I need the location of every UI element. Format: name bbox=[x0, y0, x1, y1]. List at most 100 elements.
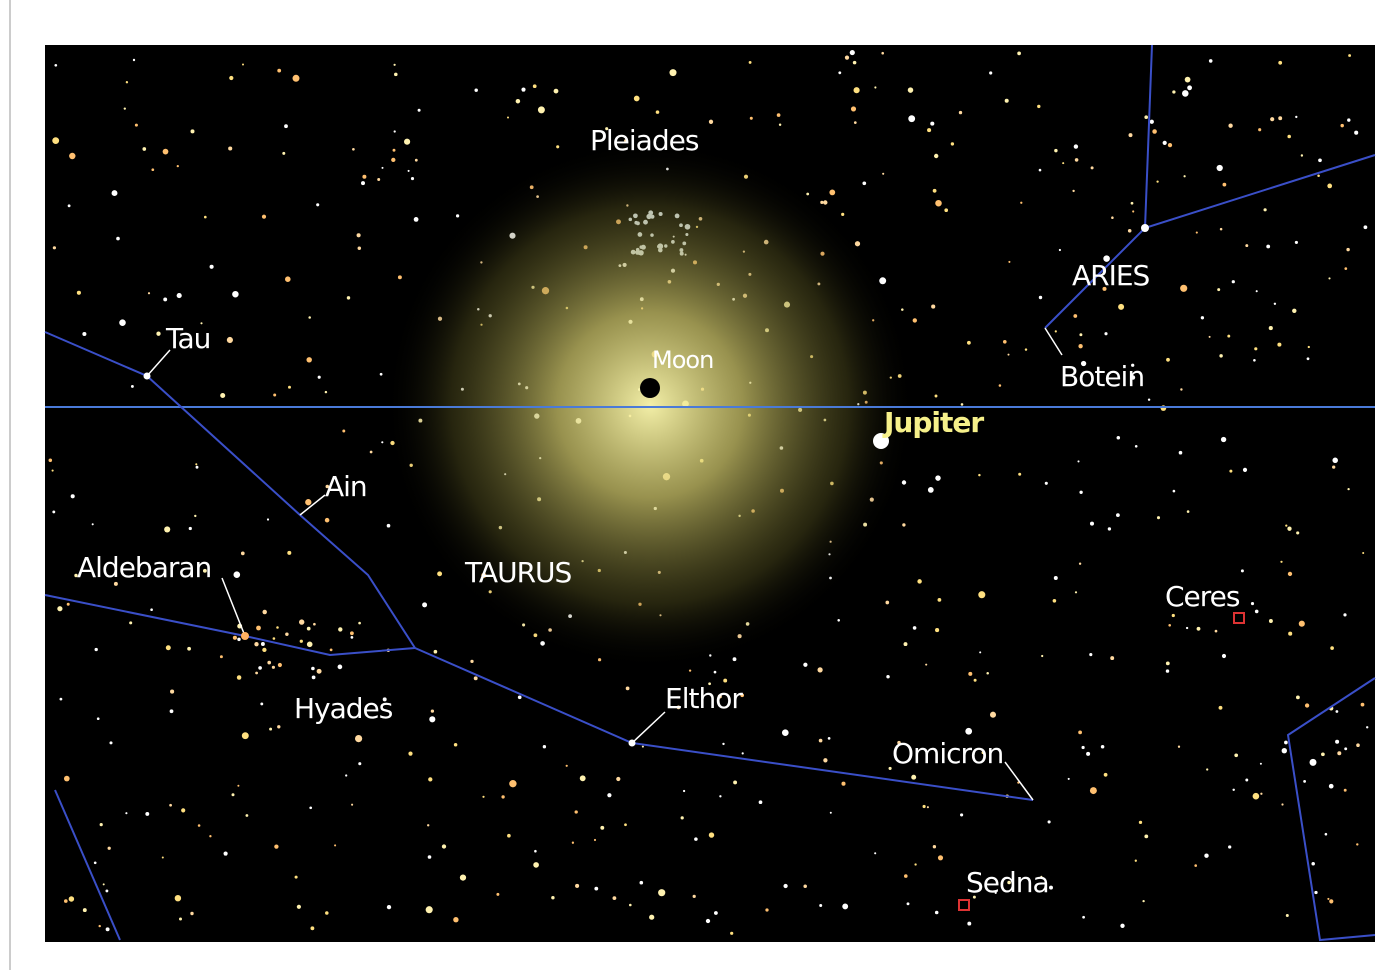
star bbox=[556, 145, 559, 148]
label: TAURUS bbox=[464, 556, 572, 589]
star bbox=[960, 813, 963, 816]
star bbox=[1307, 357, 1310, 360]
star bbox=[1219, 706, 1223, 710]
star bbox=[850, 50, 855, 55]
star bbox=[345, 774, 347, 776]
star bbox=[169, 804, 172, 807]
star bbox=[1281, 803, 1283, 805]
star bbox=[1253, 793, 1260, 800]
star bbox=[1185, 77, 1191, 83]
star bbox=[509, 780, 516, 787]
star bbox=[1254, 347, 1257, 350]
star bbox=[534, 850, 537, 853]
star bbox=[105, 889, 108, 892]
star bbox=[1335, 740, 1339, 744]
star bbox=[175, 895, 181, 901]
star bbox=[342, 430, 345, 433]
star bbox=[325, 518, 330, 523]
star bbox=[854, 87, 860, 93]
star bbox=[125, 812, 127, 814]
star bbox=[837, 619, 840, 622]
star bbox=[1168, 143, 1172, 147]
star bbox=[1150, 120, 1154, 124]
star bbox=[246, 814, 249, 817]
star bbox=[427, 824, 429, 826]
star bbox=[1049, 886, 1053, 890]
star bbox=[496, 893, 499, 896]
star bbox=[57, 606, 62, 611]
star bbox=[1141, 224, 1149, 232]
star bbox=[162, 856, 164, 858]
star bbox=[179, 918, 182, 921]
star bbox=[277, 69, 281, 73]
star bbox=[1269, 619, 1273, 623]
label: Ain bbox=[325, 470, 367, 503]
star bbox=[1340, 124, 1343, 127]
star bbox=[277, 725, 280, 728]
sky-map: Pleiades Moon ARIES Tau Botein Jupiter A… bbox=[0, 0, 1394, 970]
star bbox=[1311, 862, 1315, 866]
star bbox=[1186, 627, 1188, 629]
star bbox=[1201, 316, 1204, 319]
star bbox=[1308, 346, 1310, 348]
star bbox=[99, 925, 101, 927]
star bbox=[1156, 180, 1158, 182]
star bbox=[1241, 569, 1244, 572]
star bbox=[923, 805, 926, 808]
star bbox=[1180, 388, 1182, 390]
star bbox=[387, 524, 391, 528]
star bbox=[387, 905, 391, 909]
star bbox=[521, 88, 525, 92]
star bbox=[1258, 128, 1261, 131]
star bbox=[904, 874, 908, 878]
star bbox=[429, 716, 435, 722]
star bbox=[338, 627, 342, 631]
star bbox=[1366, 726, 1368, 728]
star bbox=[714, 671, 717, 674]
star bbox=[255, 672, 258, 675]
star bbox=[267, 661, 271, 665]
star bbox=[313, 623, 316, 626]
star bbox=[274, 844, 278, 848]
star bbox=[453, 917, 458, 922]
star bbox=[52, 510, 55, 513]
star bbox=[351, 636, 354, 639]
star bbox=[1318, 158, 1322, 162]
star bbox=[204, 216, 207, 219]
star bbox=[935, 200, 942, 207]
star bbox=[227, 337, 233, 343]
star bbox=[1356, 843, 1358, 845]
star bbox=[60, 698, 63, 701]
star bbox=[94, 861, 97, 864]
star bbox=[262, 648, 266, 652]
star bbox=[669, 69, 676, 76]
star bbox=[927, 128, 931, 132]
star bbox=[1117, 436, 1121, 440]
star bbox=[1266, 245, 1270, 249]
star bbox=[278, 663, 282, 667]
star bbox=[1179, 451, 1183, 455]
star bbox=[927, 806, 929, 808]
star bbox=[600, 826, 604, 830]
star bbox=[1274, 303, 1276, 305]
star bbox=[911, 775, 916, 780]
label: Pleiades bbox=[590, 124, 699, 157]
star bbox=[913, 318, 917, 322]
star bbox=[1078, 344, 1082, 348]
star bbox=[210, 265, 214, 269]
star bbox=[968, 672, 972, 676]
star bbox=[689, 669, 691, 671]
star bbox=[1082, 746, 1085, 749]
star bbox=[1327, 898, 1329, 900]
moon bbox=[640, 378, 660, 398]
star bbox=[1173, 490, 1176, 493]
star bbox=[616, 777, 620, 781]
star bbox=[518, 695, 522, 699]
star bbox=[1082, 916, 1085, 919]
star bbox=[1301, 154, 1303, 156]
star bbox=[1348, 54, 1351, 57]
star bbox=[237, 675, 242, 680]
star bbox=[1317, 175, 1320, 178]
star bbox=[1053, 599, 1057, 603]
star bbox=[656, 110, 660, 114]
